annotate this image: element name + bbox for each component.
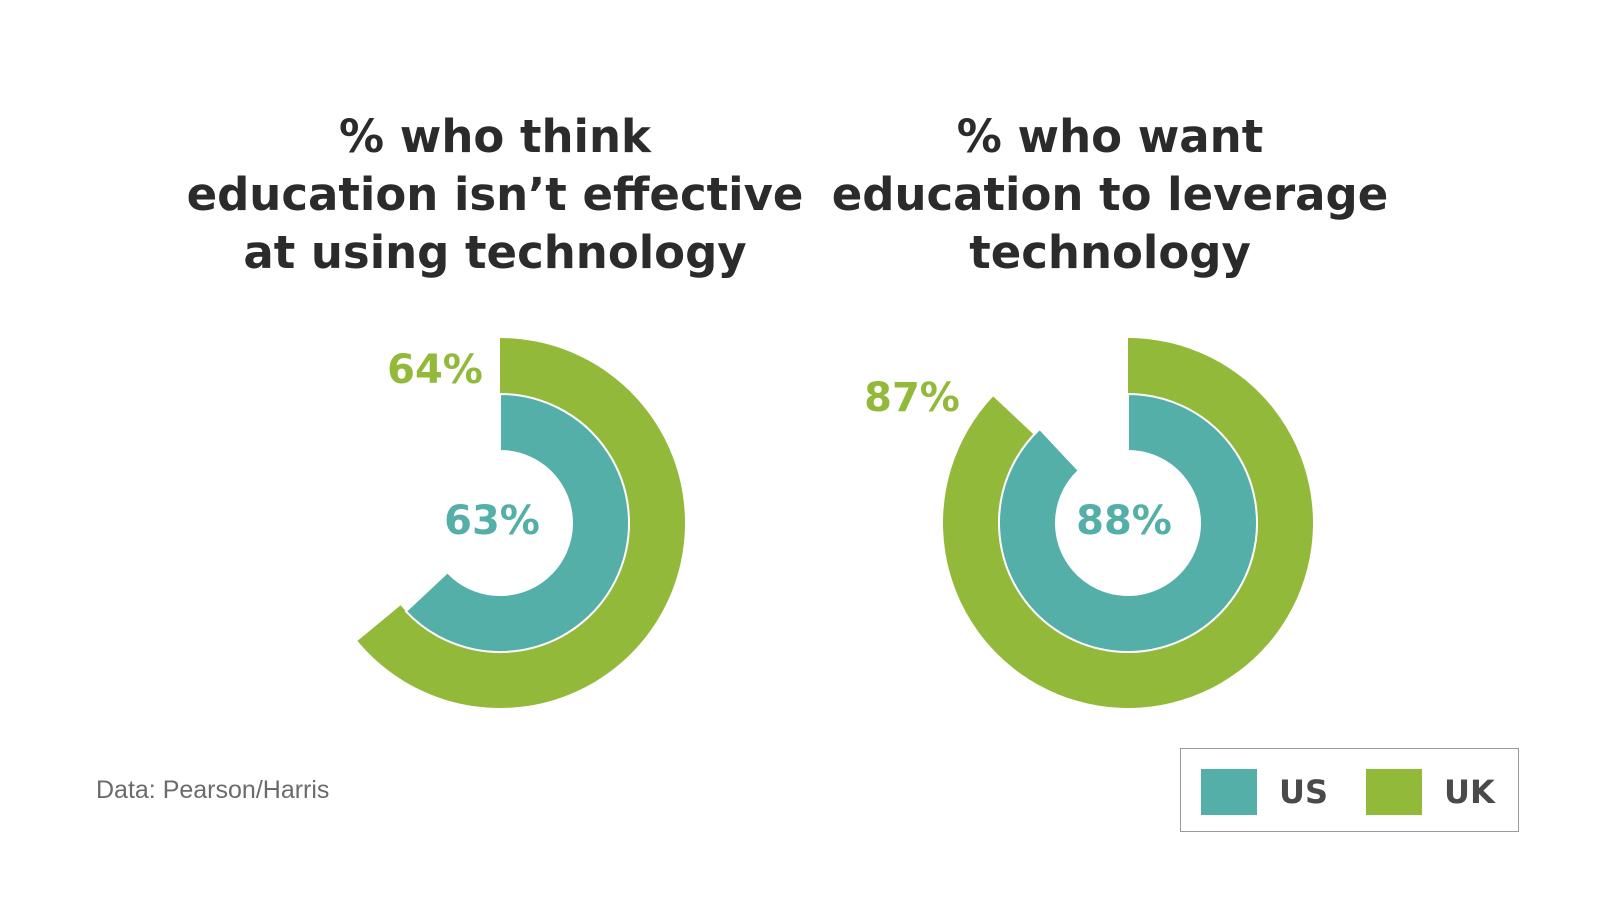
legend-swatch-us	[1201, 769, 1257, 815]
donut-left-uk-arc	[357, 338, 685, 708]
chart-title-right-line-3: technology	[969, 226, 1251, 279]
donut-left: 64% 63%	[357, 338, 685, 708]
chart-title-left-line-2: education isn’t effective	[186, 168, 804, 221]
chart-title-left-line-3: at using technology	[243, 226, 747, 279]
donut-left-us-arc	[404, 392, 630, 653]
chart-title-left-line-1: % who think	[339, 110, 651, 163]
chart-title-right: % who want education to leverage technol…	[800, 108, 1420, 282]
donut-right-uk-arc	[943, 338, 1314, 708]
legend-item-uk: UK	[1366, 769, 1495, 815]
legend-label-us: US	[1279, 773, 1329, 811]
legend-swatch-uk	[1366, 769, 1422, 815]
legend-label-uk: UK	[1444, 773, 1495, 811]
legend: US UK	[1180, 748, 1519, 832]
chart-title-left: % who think education isn’t effective at…	[185, 108, 805, 282]
donut-left-uk-value-label: 64%	[387, 347, 483, 393]
chart-title-right-line-1: % who want	[956, 110, 1264, 163]
donut-right-us-value-label: 88%	[1076, 498, 1172, 544]
donut-right-uk-value-label: 87%	[864, 375, 960, 421]
data-source-note: Data: Pearson/Harris	[96, 776, 330, 804]
donut-right: 87% 88%	[864, 338, 1314, 708]
donut-left-us-value-label: 63%	[444, 498, 540, 544]
donut-right-us-arc	[998, 392, 1258, 653]
chart-title-right-line-2: education to leverage	[831, 168, 1389, 221]
legend-item-us: US	[1201, 769, 1328, 815]
